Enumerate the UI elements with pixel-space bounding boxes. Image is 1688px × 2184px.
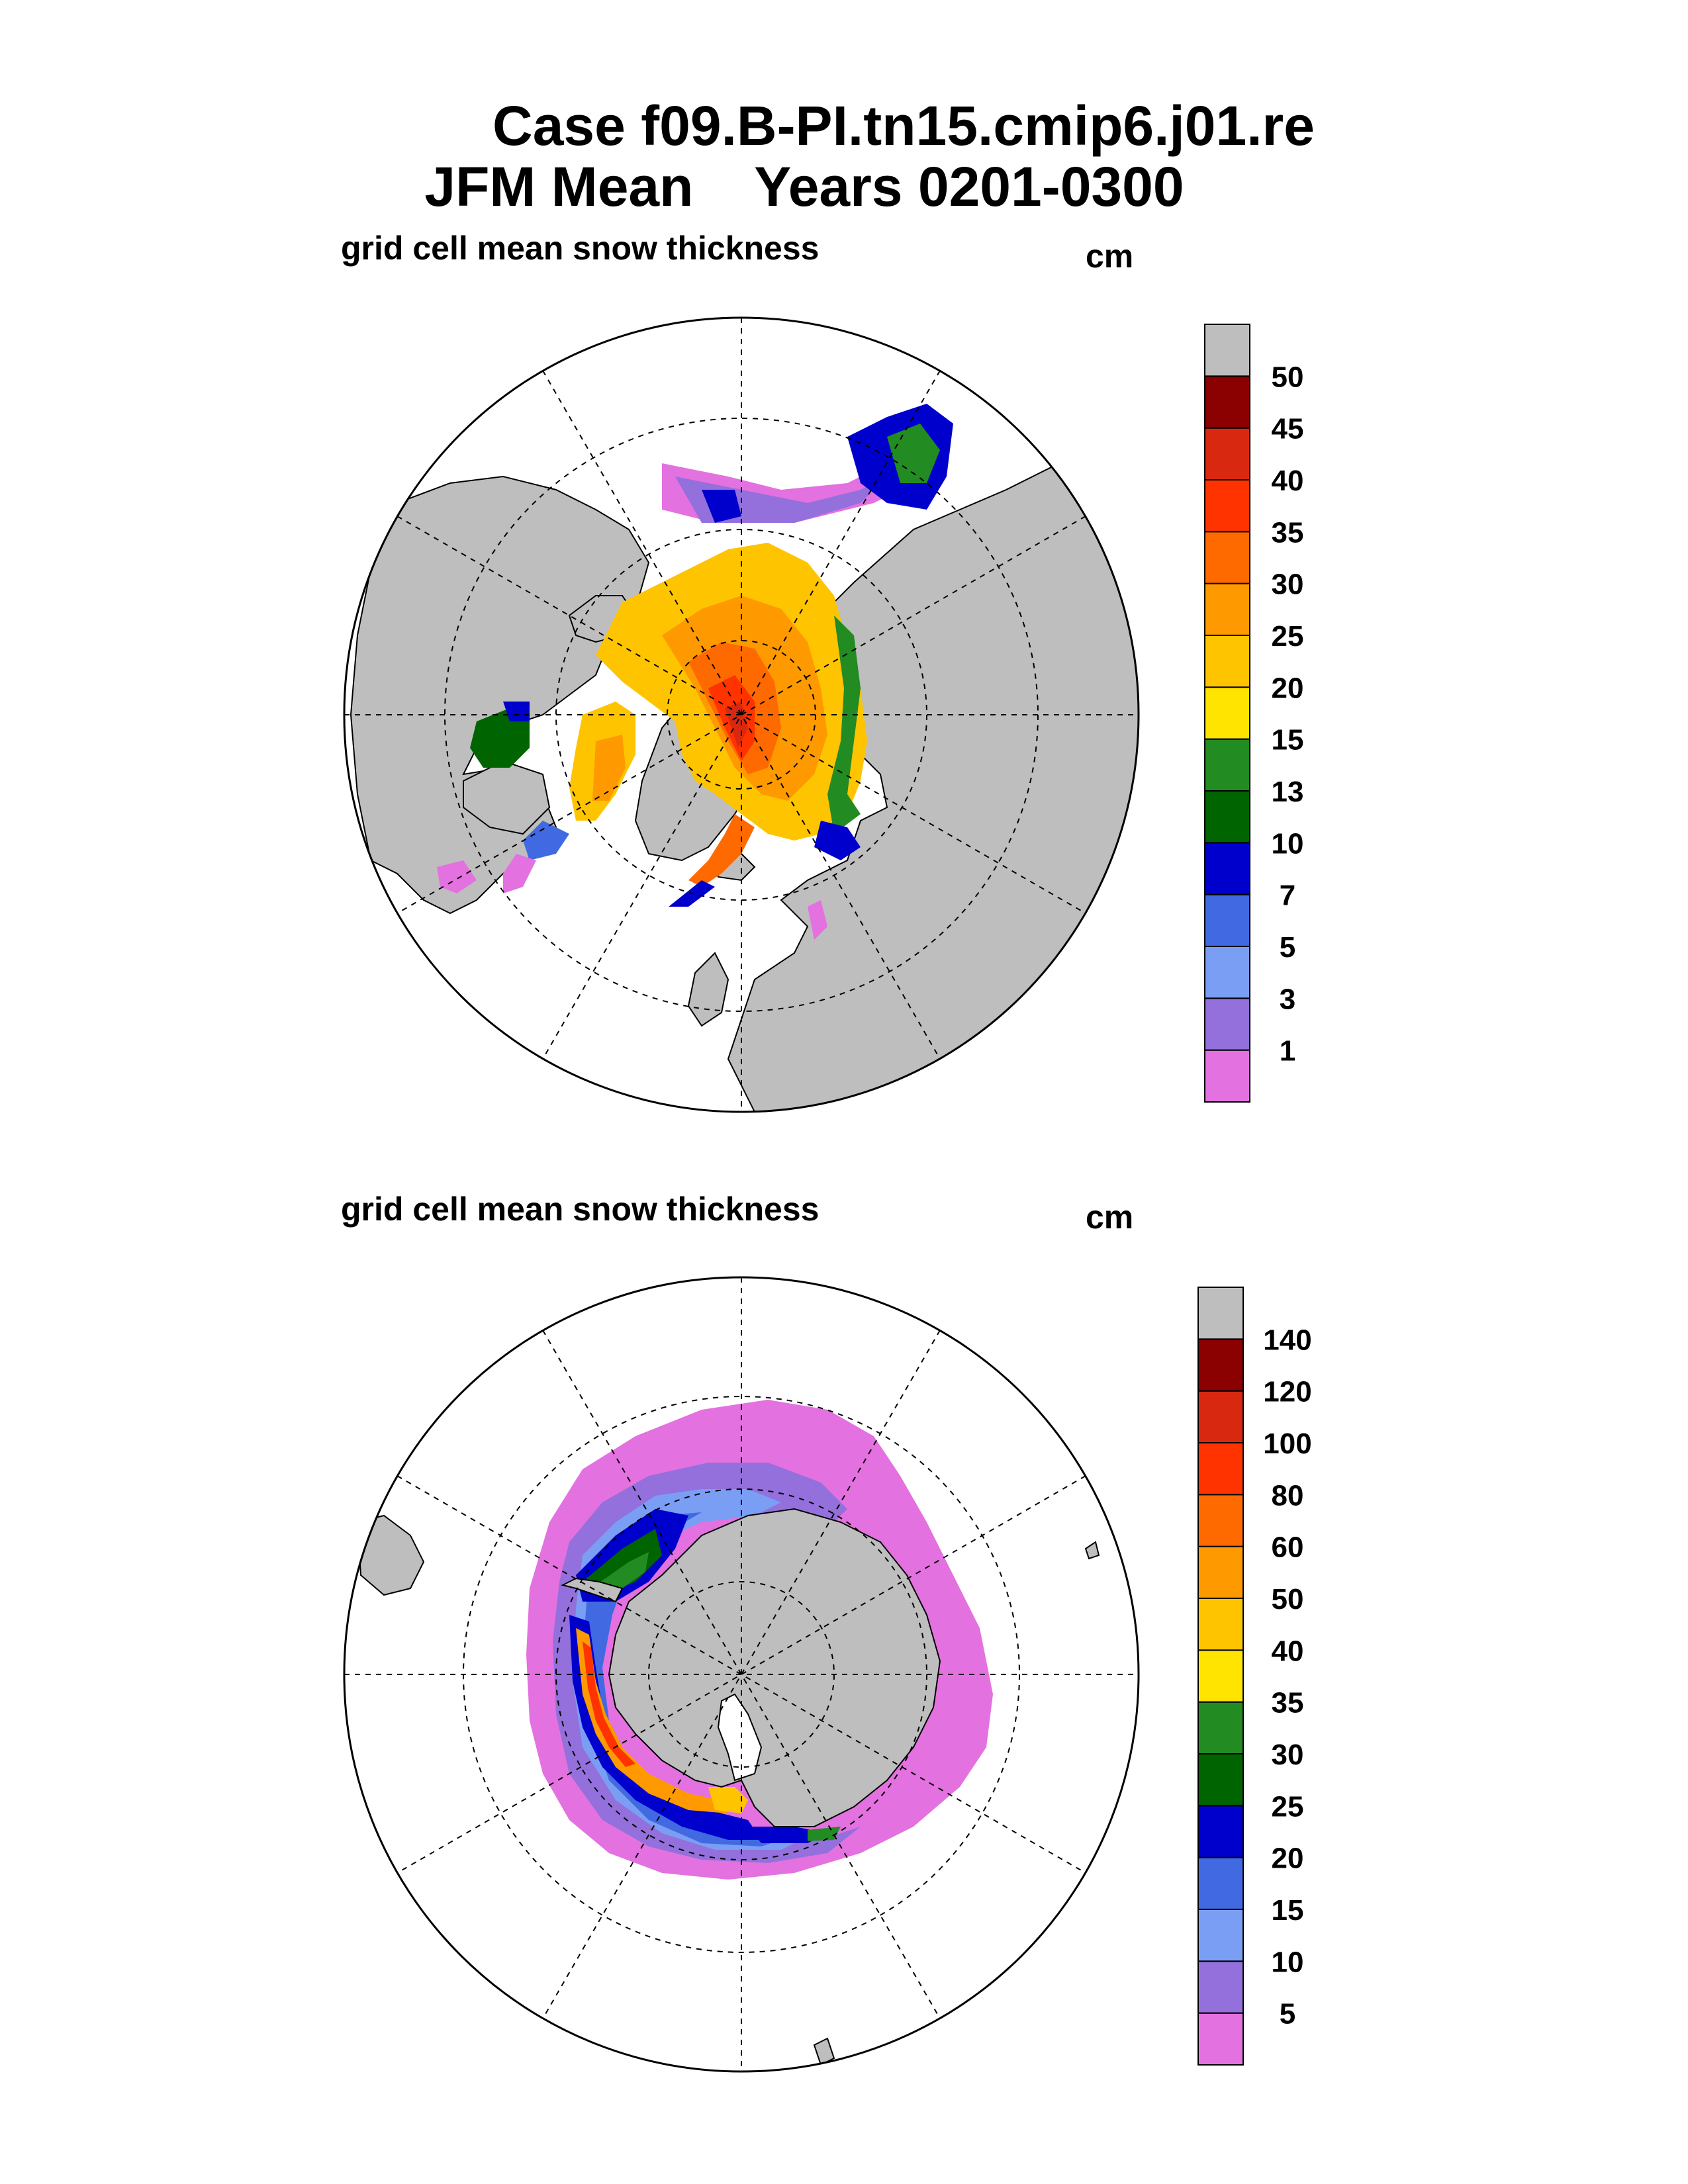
north-polar-map	[343, 316, 1140, 1113]
colorbar-tick-label: 100	[1263, 1428, 1311, 1460]
colorbar-swatch	[1204, 479, 1250, 533]
colorbar-tick-label: 13	[1272, 776, 1304, 808]
colorbar-tick-label: 1	[1280, 1035, 1295, 1068]
colorbar-tick-label: 40	[1272, 465, 1304, 497]
colorbar-swatch	[1204, 635, 1250, 688]
colorbar-swatch	[1204, 738, 1250, 792]
colorbar-tick-label: 50	[1272, 1583, 1304, 1615]
colorbar-swatch	[1197, 1649, 1244, 1703]
colorbar-tick-label: 10	[1272, 827, 1304, 860]
north-subtitle: grid cell mean snow thickness	[341, 230, 820, 267]
colorbar-tick-label: 60	[1272, 1531, 1304, 1564]
colorbar-tick-label: 35	[1272, 516, 1304, 549]
colorbar-swatch	[1197, 1494, 1244, 1547]
south-colorbar: 5 10 15 20 25 30 35 40 50 60 80 100 120 140	[1197, 1287, 1312, 2066]
colorbar-tick-label: 7	[1280, 880, 1295, 912]
colorbar-tick-label: 20	[1272, 1843, 1304, 1875]
colorbar-tick-label: 30	[1272, 1739, 1304, 1771]
south-map-border	[343, 1276, 1140, 2073]
colorbar-tick-label: 15	[1272, 1894, 1304, 1927]
figure-title-period: JFM Mean Years 0201-0300	[424, 156, 1184, 218]
colorbar-tick-label: 10	[1272, 1946, 1304, 1978]
colorbar-swatch	[1197, 1856, 1244, 1911]
south-polar-map	[343, 1276, 1140, 2073]
colorbar-tick-label: 40	[1272, 1635, 1304, 1667]
colorbar-swatch	[1204, 842, 1250, 895]
colorbar-tick-label: 30	[1272, 569, 1304, 601]
north-land	[350, 343, 1139, 1112]
colorbar-tick-label: 45	[1272, 413, 1304, 445]
south-units: cm	[1086, 1199, 1134, 1236]
colorbar-tick-label: 3	[1280, 983, 1295, 1015]
colorbar-tick-label: 5	[1280, 931, 1295, 964]
colorbar-tick-label: 35	[1272, 1687, 1304, 1719]
south-subtitle: grid cell mean snow thickness	[341, 1191, 820, 1228]
colorbar-tick-label: 80	[1272, 1479, 1304, 1512]
colorbar-swatch	[1204, 427, 1250, 481]
colorbar-swatch	[1197, 1338, 1244, 1392]
colorbar-swatch	[1197, 1701, 1244, 1755]
colorbar-swatch	[1204, 324, 1250, 377]
colorbar-swatch	[1204, 997, 1250, 1051]
colorbar-swatch	[1197, 1442, 1244, 1496]
colorbar-tick-label: 25	[1272, 620, 1304, 653]
colorbar-tick-label: 25	[1272, 1790, 1304, 1823]
colorbar-tick-label: 50	[1272, 361, 1304, 393]
colorbar-swatch	[1197, 1545, 1244, 1600]
colorbar-swatch	[1204, 686, 1250, 740]
north-units: cm	[1086, 238, 1134, 275]
colorbar-swatch	[1204, 1049, 1250, 1103]
colorbar-swatch	[1197, 1805, 1244, 1858]
colorbar-swatch	[1204, 375, 1250, 429]
colorbar-tick-label: 5	[1280, 1998, 1295, 2030]
colorbar-tick-label: 120	[1263, 1376, 1311, 1408]
colorbar-swatch	[1204, 790, 1250, 844]
colorbar-swatch	[1197, 2012, 1244, 2066]
colorbar-swatch	[1204, 893, 1250, 947]
colorbar-swatch	[1204, 946, 1250, 999]
colorbar-tick-label: 20	[1272, 672, 1304, 704]
colorbar-swatch	[1197, 1598, 1244, 1651]
figure-title-case: Case f09.B-PI.tn15.cmip6.j01.re	[492, 95, 1315, 157]
north-map-border	[343, 316, 1140, 1113]
colorbar-swatch	[1197, 1287, 1244, 1340]
colorbar-swatch	[1197, 1960, 1244, 2014]
colorbar-swatch	[1204, 582, 1250, 637]
colorbar-swatch	[1197, 1753, 1244, 1807]
colorbar-swatch	[1197, 1909, 1244, 1962]
colorbar-tick-label: 15	[1272, 724, 1304, 756]
north-snow-field	[437, 404, 953, 940]
colorbar-swatch	[1197, 1390, 1244, 1444]
north-graticule	[344, 318, 1139, 1112]
colorbar-swatch	[1204, 531, 1250, 584]
colorbar-tick-label: 140	[1263, 1324, 1311, 1356]
south-graticule	[344, 1277, 1139, 2071]
